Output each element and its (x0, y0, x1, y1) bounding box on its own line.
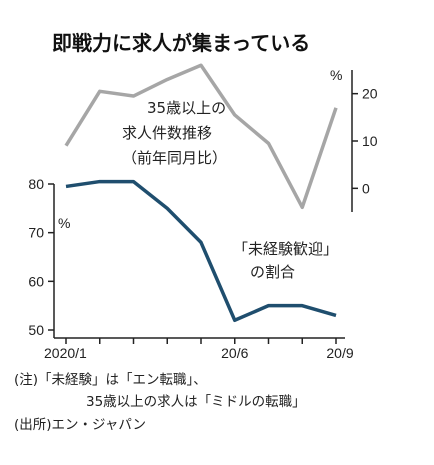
x-axis-tick-label: 2020/1 (44, 345, 87, 361)
age35-series-label: 35歳以上の 求人件数推移 （前年同月比） (122, 99, 231, 167)
inexperienced-series-label: 「未経験歓迎」 の割合 (233, 240, 343, 281)
left-axis-tick-label: 80 (28, 176, 44, 192)
right-axis: 0 10 20 % (330, 67, 378, 212)
right-axis-tick-label: 20 (362, 86, 378, 102)
left-axis-unit: % (58, 215, 70, 231)
x-axis-tick-label: 20/6 (221, 345, 248, 361)
age35-job-postings-line (64, 63, 338, 210)
left-axis: 50 60 70 80 % (28, 176, 345, 339)
note-line-1: (注)「未経験」は「エン転職」、 (14, 372, 207, 388)
source-note: (出所)エン・ジャパン (14, 417, 146, 433)
left-axis-ticks: 50 60 70 80 (28, 176, 54, 338)
chart-title: 即戦力に求人が集まっている (52, 31, 310, 55)
right-axis-ticks: 0 10 20 (352, 86, 378, 196)
inexperienced-welcome-ratio-line (65, 179, 337, 323)
left-axis-tick-label: 50 (28, 322, 44, 338)
left-axis-tick-label: 60 (28, 273, 44, 289)
note-line-2: 35歳以上の求人は「ミドルの転職」 (86, 394, 306, 410)
right-axis-tick-label: 10 (362, 133, 378, 149)
x-axis-ticks: 2020/1 20/6 20/9 (44, 338, 354, 361)
right-axis-tick-label: 0 (362, 180, 370, 196)
right-axis-unit: % (330, 67, 342, 83)
x-axis-tick-label: 20/9 (326, 345, 353, 361)
left-axis-tick-label: 70 (28, 225, 44, 241)
